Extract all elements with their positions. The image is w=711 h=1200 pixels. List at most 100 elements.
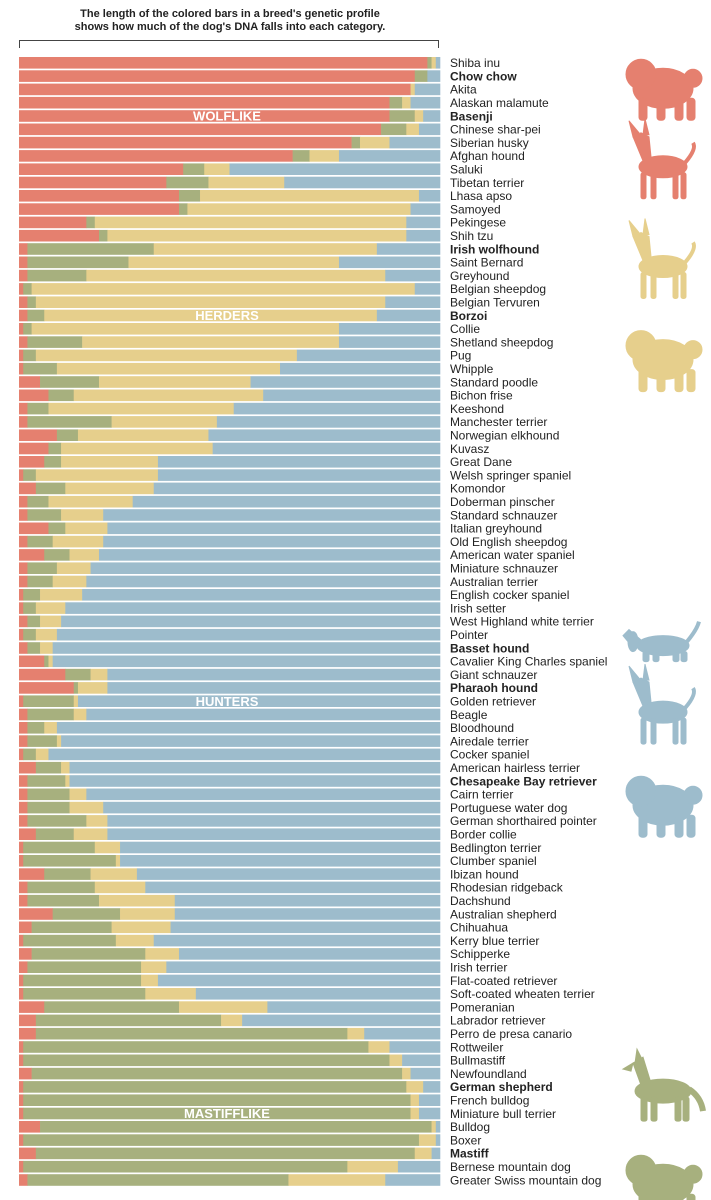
bar-segment-hunters [98, 549, 441, 561]
bar-segment-wolflike [19, 256, 28, 269]
bar-segment-mastifflike [27, 256, 129, 269]
bar-row [19, 668, 441, 681]
bar-segment-mastifflike [27, 735, 58, 747]
bar-row [19, 349, 441, 362]
bar-row [19, 469, 441, 481]
bar-segment-hunters [385, 1174, 441, 1186]
breed-label: Labrador retriever [450, 1014, 545, 1028]
bar-row [19, 682, 441, 694]
bar-segment-hunters [90, 562, 441, 574]
breed-label: Bullmastiff [450, 1054, 506, 1068]
bar-segment-wolflike [19, 456, 45, 468]
bar-row [19, 429, 441, 441]
bar-row [19, 562, 441, 574]
bar-segment-wolflike [19, 1160, 24, 1173]
breed-label: Belgian sheepdog [450, 282, 546, 296]
bar-segment-hunters [267, 1001, 441, 1013]
breed-label: Italian greyhound [450, 522, 542, 536]
bar-segment-wolflike [19, 881, 28, 894]
bar-segment-herders [208, 176, 285, 189]
bar-segment-wolflike [19, 83, 411, 96]
bar-segment-herders [61, 442, 213, 455]
breed-label: Bloodhound [450, 721, 514, 735]
bar-row [19, 549, 441, 561]
bar-segment-wolflike [19, 748, 24, 761]
bar-segment-herders [73, 828, 108, 840]
bar-segment-hunters [52, 655, 441, 668]
bar-row [19, 1054, 441, 1067]
breed-label: Dachshund [450, 894, 511, 908]
bar-segment-hunters [69, 775, 441, 787]
bar-segment-hunters [195, 988, 441, 1000]
bar-segment-herders [347, 1027, 365, 1040]
bar-segment-mastifflike [381, 123, 407, 136]
bar-row [19, 948, 441, 960]
bar-segment-wolflike [19, 788, 28, 801]
bar-segment-hunters [385, 269, 441, 282]
breed-label: Pharaoh hound [450, 681, 538, 695]
breed-label: Ibizan hound [450, 867, 519, 881]
bar-row [19, 243, 441, 255]
bar-segment-herders [65, 775, 70, 787]
breed-label: Airedale terrier [450, 734, 529, 748]
bar-row [19, 389, 441, 402]
bar-row [19, 974, 441, 987]
bar-segment-wolflike [19, 948, 32, 960]
bar-segment-wolflike [19, 1121, 41, 1133]
bar-row [19, 894, 441, 907]
bar-segment-mastifflike [27, 881, 96, 894]
bar-segment-herders [309, 150, 340, 162]
bar-row [19, 589, 441, 601]
bar-segment-herders [31, 323, 340, 335]
bar-segment-mastifflike [23, 695, 75, 707]
bar-segment-hunters [338, 256, 441, 269]
bar-row [19, 855, 441, 867]
bar-segment-hunters [406, 216, 441, 229]
bar-segment-wolflike [19, 216, 87, 229]
breed-label: Basenji [450, 109, 493, 123]
bar-row [19, 801, 441, 814]
bar-row [19, 323, 441, 335]
bar-segment-herders [35, 748, 49, 761]
bar-segment-herders [61, 509, 104, 521]
bar-segment-herders [111, 416, 218, 428]
breed-label: Pekingese [450, 216, 506, 230]
bar-row [19, 269, 441, 282]
bar-segment-herders [73, 389, 264, 402]
bar-segment-mastifflike [31, 948, 146, 960]
bar-row [19, 402, 441, 415]
bar-segment-wolflike [19, 323, 24, 335]
bar-segment-herders [111, 921, 171, 934]
bar-segment-hunters [406, 229, 441, 242]
breed-label: Irish setter [450, 601, 506, 615]
bar-segment-wolflike [19, 615, 28, 628]
bar-segment-hunters [145, 881, 441, 894]
bar-segment-herders [40, 589, 83, 601]
breed-label: Schipperke [450, 947, 510, 961]
bar-segment-mastifflike [27, 309, 45, 322]
bar-segment-herders [61, 456, 159, 468]
bar-segment-wolflike [19, 429, 58, 441]
bar-segment-wolflike [19, 402, 28, 415]
bar-row [19, 96, 441, 109]
breed-label: Pomeranian [450, 1000, 515, 1014]
bar-segment-herders [431, 1121, 437, 1133]
bar-segment-mastifflike [27, 495, 49, 508]
breed-label: Standard poodle [450, 375, 538, 389]
breed-label: Alaskan malamute [450, 96, 549, 110]
bar-row [19, 482, 441, 495]
breed-label: Saint Bernard [450, 256, 523, 270]
bar-row [19, 136, 441, 149]
bar-segment-hunters [157, 974, 441, 987]
bar-segment-wolflike [19, 229, 100, 242]
bar-segment-hunters [280, 362, 441, 375]
bar-segment-herders [48, 402, 235, 415]
bar-segment-wolflike [19, 482, 37, 495]
breed-label: Miniature schnauzer [450, 562, 558, 576]
bar-segment-hunters [178, 948, 441, 960]
breed-label: Greyhound [450, 269, 509, 283]
bar-segment-mastifflike [27, 815, 87, 827]
bar-segment-hunters [153, 934, 441, 947]
basenji-icon [627, 116, 696, 201]
